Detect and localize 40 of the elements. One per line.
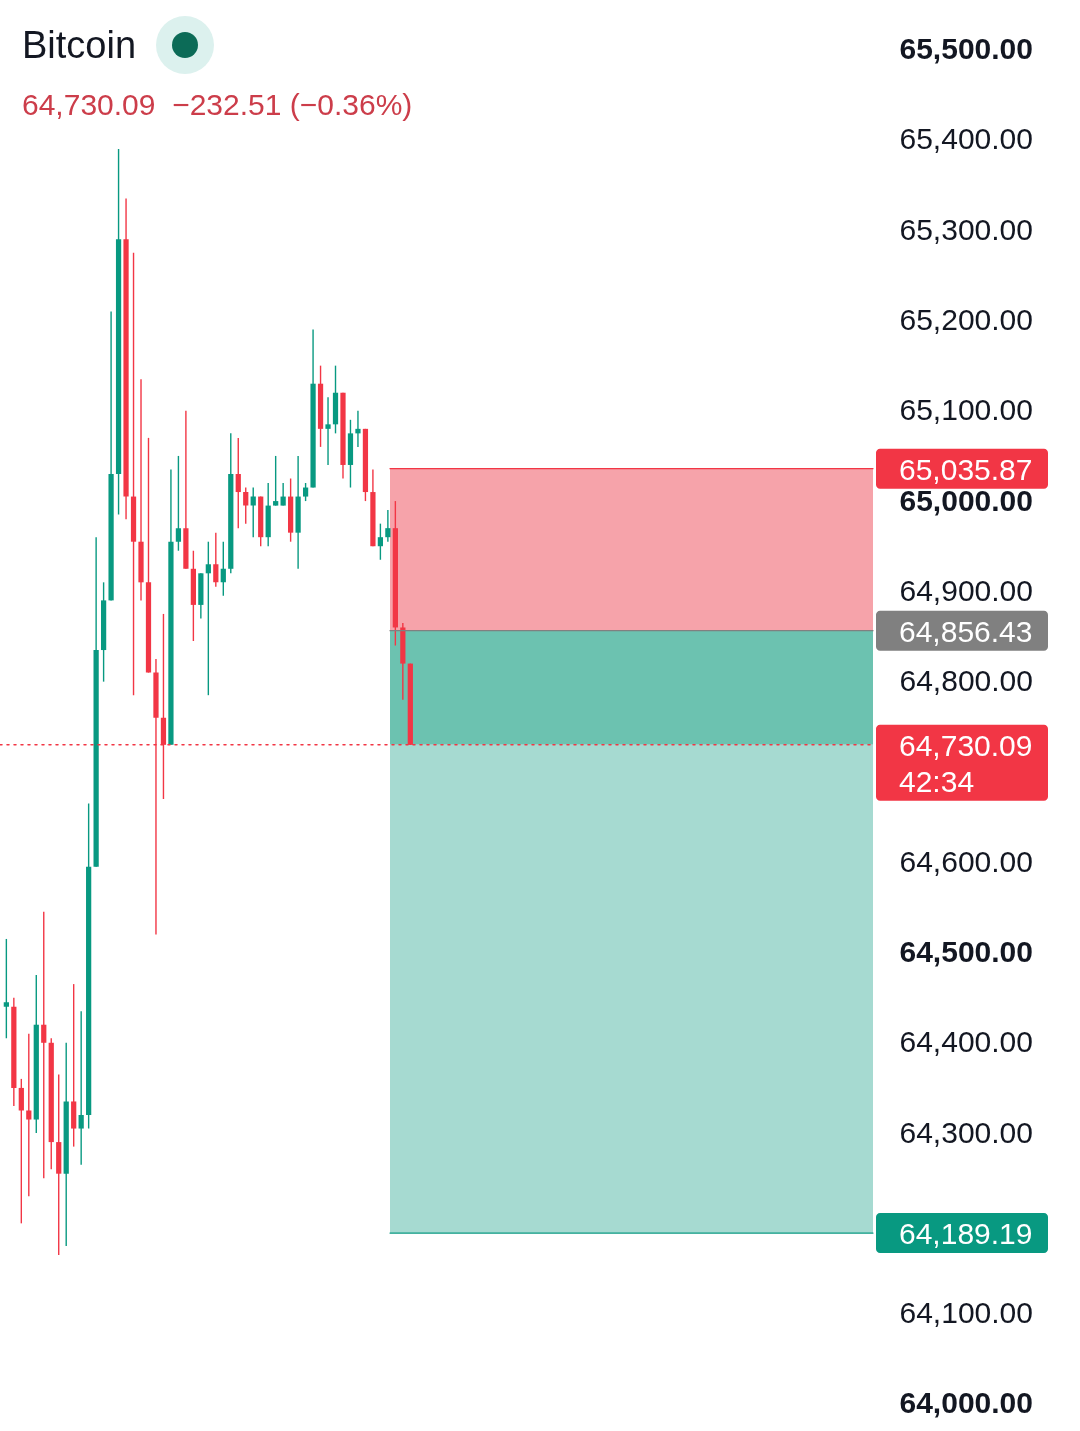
candlestick bbox=[302, 482, 309, 502]
ref-line-label: 64,189.19 bbox=[899, 1217, 1033, 1251]
text: Bitcoin bbox=[22, 23, 137, 67]
candlestick bbox=[41, 911, 47, 1179]
y-tick-label: 65,400.00 bbox=[899, 122, 1033, 156]
y-tick-label: 64,400.00 bbox=[899, 1025, 1033, 1059]
ref-line-label: 64,856.43 bbox=[899, 614, 1033, 648]
candlestick bbox=[78, 1010, 84, 1166]
y-tick-label: 64,300.00 bbox=[899, 1115, 1033, 1149]
candlestick bbox=[377, 522, 384, 561]
y-tick-label: 64,000.00 bbox=[899, 1386, 1033, 1420]
candlestick bbox=[355, 410, 361, 448]
y-tick-label: 64,100.00 bbox=[899, 1296, 1033, 1330]
candlestick bbox=[325, 396, 331, 466]
candlestick bbox=[213, 531, 219, 588]
candlestick bbox=[3, 938, 9, 1039]
ref-line-label: 65,035.87 bbox=[899, 452, 1033, 486]
y-tick-label: 65,100.00 bbox=[899, 393, 1033, 427]
y-tick-label: 65,000.00 bbox=[899, 483, 1033, 517]
candlestick bbox=[235, 437, 241, 529]
candlestick bbox=[220, 541, 226, 597]
candlestick bbox=[130, 252, 137, 696]
candlestick bbox=[175, 455, 182, 552]
candlestick bbox=[273, 455, 279, 507]
ref-line-label: 64,730.09 42:34 bbox=[899, 728, 1033, 798]
y-tick-label: 65,300.00 bbox=[899, 212, 1033, 246]
text: 64,730.09 −232.51 (−0.36%) bbox=[22, 88, 413, 122]
candlestick bbox=[280, 482, 286, 507]
candlestick bbox=[243, 486, 249, 525]
candlestick bbox=[26, 1033, 32, 1197]
y-tick-label: 64,800.00 bbox=[899, 664, 1033, 698]
candlestick bbox=[250, 486, 256, 538]
candlestick bbox=[18, 1078, 24, 1225]
y-tick-label: 64,500.00 bbox=[899, 935, 1033, 968]
y-tick-label: 64,600.00 bbox=[899, 844, 1033, 878]
y-tick-label: 65,200.00 bbox=[899, 303, 1033, 337]
candlestick bbox=[205, 541, 211, 696]
y-tick-label: 65,500.00 bbox=[899, 32, 1033, 66]
y-tick-label: 64,900.00 bbox=[899, 573, 1033, 607]
candlestick bbox=[385, 509, 391, 543]
